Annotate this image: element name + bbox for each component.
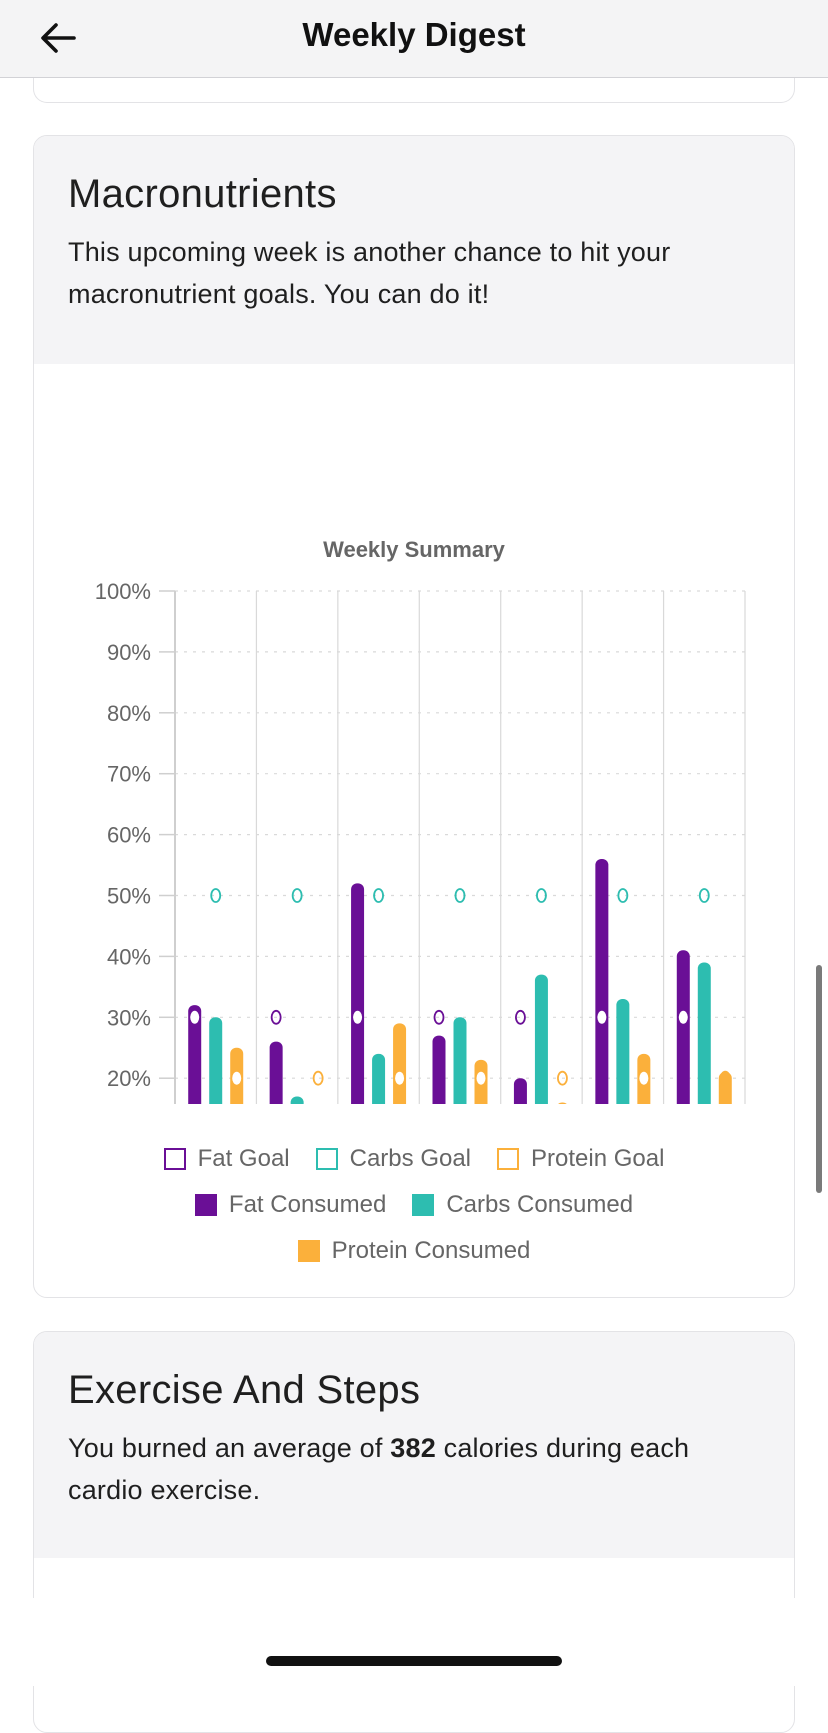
macronutrients-description: This upcoming week is another chance to … (68, 237, 671, 309)
goal-marker-fat-goal (190, 1010, 200, 1024)
bottom-safe-area (0, 1598, 828, 1686)
goal-marker-fat-goal (270, 1009, 282, 1025)
legend-swatch (194, 1194, 217, 1216)
legend-swatch (297, 1240, 320, 1262)
bar-carbs-consumed (290, 1096, 304, 1200)
bar-fat-consumed (595, 858, 609, 1200)
goal-marker-protein-goal (312, 1070, 324, 1086)
legend-row: Fat Consumed Carbs Consumed (34, 1190, 794, 1220)
goal-marker-protein-goal (639, 1071, 649, 1085)
goal-marker-fat-goal (597, 1010, 607, 1024)
legend-label: Carbs Consumed (446, 1191, 634, 1218)
goal-marker-carbs-goal (536, 888, 547, 903)
bar-fat-consumed (351, 883, 365, 1200)
goal-marker-carbs-goal (291, 888, 303, 903)
exercise-desc-prefix: You burned an average of (68, 1433, 383, 1463)
chart-legend: Fat Goal Carbs Goal Protein Goal Fat Consum… (34, 1144, 794, 1282)
bar-carbs-consumed (616, 999, 630, 1200)
chart-svg: Weekly Summary0%10%20%30%40%50%60%70%80%… (95, 537, 746, 1249)
goal-marker-carbs-goal (373, 888, 384, 903)
y-tick-label: 20% (107, 1066, 151, 1091)
top-navigation-bar: Weekly Digest (0, 0, 828, 78)
goal-marker-carbs-goal (454, 888, 466, 903)
exercise-desc-suffix: calories during each cardio exercise. (68, 1433, 690, 1505)
legend-swatch (412, 1194, 435, 1216)
goal-marker-protein-goal (557, 1070, 568, 1086)
bar-carbs-consumed (209, 1017, 223, 1200)
bar-carbs-consumed (453, 1017, 467, 1200)
legend-item-fat-consumed[interactable]: Fat Consumed (194, 1191, 387, 1219)
y-tick-label: 80% (107, 701, 151, 726)
goal-marker-fat-goal (678, 1010, 688, 1024)
legend-row: Protein Consumed (34, 1236, 794, 1266)
bar-carbs-consumed (697, 962, 711, 1200)
bar-fat-consumed (269, 1041, 283, 1200)
goal-marker-protein-goal (395, 1071, 405, 1085)
legend-label: Fat Consumed (228, 1191, 387, 1218)
y-tick-label: 90% (107, 640, 151, 665)
goal-marker-protein-goal (476, 1071, 486, 1085)
legend-swatch (315, 1148, 338, 1170)
macronutrients-card: Macronutrients This upcoming week is ano… (33, 135, 795, 1298)
goal-marker-fat-goal (515, 1009, 526, 1025)
legend-item-protein-goal[interactable]: Protein Goal (497, 1145, 664, 1173)
bar-carbs-consumed (534, 974, 548, 1200)
page-title: Weekly Digest (302, 16, 526, 53)
y-tick-label: 40% (107, 944, 151, 969)
goal-marker-protein-goal (719, 1070, 731, 1086)
scrollbar[interactable] (816, 965, 822, 1193)
y-tick-label: 70% (107, 762, 151, 787)
exercise-card-header: Exercise And Steps You burned an average… (34, 1332, 794, 1558)
bar-protein-consumed (555, 1102, 569, 1200)
legend-item-carbs-goal[interactable]: Carbs Goal (315, 1145, 472, 1173)
legend-swatch (497, 1148, 520, 1170)
macronutrients-card-header: Macronutrients This upcoming week is ano… (34, 136, 794, 364)
bar-fat-consumed (513, 1078, 527, 1200)
exercise-calories-value: 382 (390, 1433, 436, 1463)
legend-item-protein-consumed[interactable]: Protein Consumed (297, 1237, 531, 1265)
goal-marker-carbs-goal (617, 888, 629, 903)
y-tick-label: 30% (107, 1005, 151, 1030)
legend-item-fat-goal[interactable]: Fat Goal (163, 1145, 290, 1173)
goal-marker-carbs-goal (698, 888, 710, 903)
y-tick-label: 100% (95, 579, 151, 604)
bar-fat-consumed (432, 1035, 446, 1200)
bar-protein-consumed (393, 1023, 407, 1200)
legend-item-carbs-consumed[interactable]: Carbs Consumed (412, 1191, 633, 1219)
arrow-left-icon (41, 23, 76, 53)
y-tick-label: 60% (107, 823, 151, 848)
exercise-description: You burned an average of 382 calories du… (68, 1427, 760, 1511)
home-indicator[interactable] (266, 1656, 562, 1666)
macronutrients-title: Macronutrients (68, 172, 337, 216)
legend-label: Fat Goal (197, 1145, 290, 1172)
chart-title: Weekly Summary (323, 537, 506, 562)
exercise-title: Exercise And Steps (68, 1368, 421, 1412)
weekly-summary-chart: Weekly Summary0%10%20%30%40%50%60%70%80%… (34, 364, 794, 1297)
back-button[interactable] (28, 8, 88, 68)
legend-swatch (163, 1148, 186, 1170)
goal-marker-protein-goal (232, 1071, 242, 1085)
legend-label: Protein Consumed (331, 1237, 531, 1264)
bar-fat-consumed (676, 950, 690, 1200)
legend-label: Protein Goal (531, 1145, 665, 1172)
goal-marker-carbs-goal (210, 888, 222, 903)
bar-carbs-consumed (372, 1053, 386, 1200)
legend-row: Fat Goal Carbs Goal Protein Goal (34, 1144, 794, 1174)
y-tick-label: 50% (107, 884, 151, 909)
goal-marker-fat-goal (433, 1009, 445, 1025)
goal-marker-fat-goal (353, 1010, 363, 1024)
legend-label: Carbs Goal (349, 1145, 472, 1172)
